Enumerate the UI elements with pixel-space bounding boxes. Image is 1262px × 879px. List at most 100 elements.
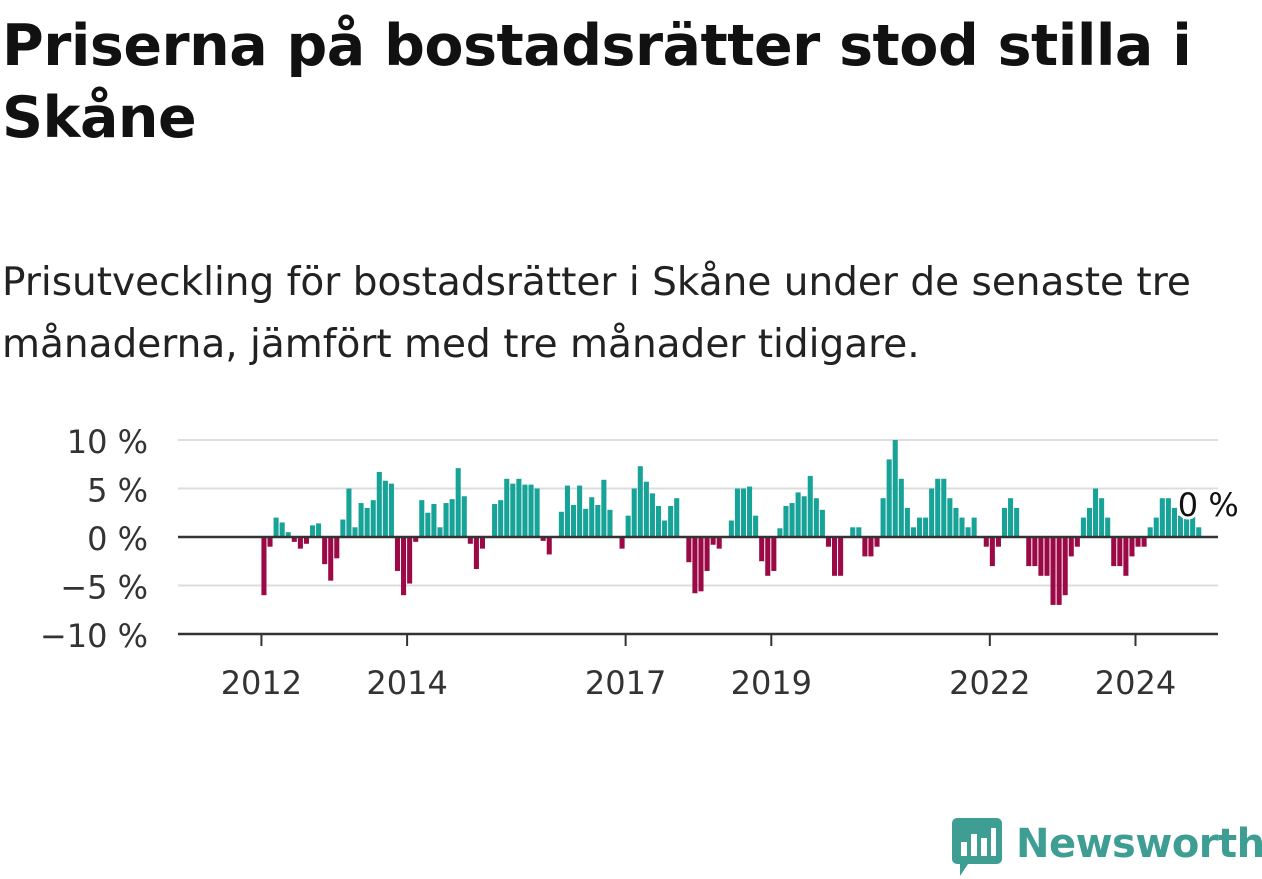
bar — [1050, 537, 1056, 605]
bar — [303, 537, 309, 544]
bar — [674, 498, 680, 537]
bar — [322, 537, 328, 565]
bar — [1014, 507, 1020, 537]
bar — [868, 537, 874, 557]
bar — [916, 517, 923, 537]
bar — [401, 537, 407, 596]
bar — [570, 504, 577, 537]
bar — [801, 496, 807, 537]
bar — [431, 504, 437, 537]
bar — [838, 537, 844, 576]
bar — [904, 507, 910, 537]
bar — [989, 537, 995, 567]
bar — [595, 504, 601, 537]
bar — [425, 512, 431, 537]
bar — [558, 511, 564, 537]
bar — [510, 483, 516, 537]
bar — [813, 498, 819, 537]
bar — [376, 472, 382, 537]
bar — [1159, 498, 1165, 537]
bar — [1074, 537, 1080, 547]
bar — [285, 532, 291, 537]
bar — [892, 440, 898, 537]
x-tick-label: 2017 — [585, 664, 666, 702]
grid-lines — [178, 439, 1218, 587]
bar — [740, 488, 747, 537]
bar — [777, 528, 783, 537]
chart-subtitle: Prisutveckling för bostadsrätter i Skåne… — [2, 260, 1191, 367]
bar — [795, 492, 801, 537]
bar — [607, 509, 613, 537]
bar — [1135, 537, 1141, 547]
bar — [528, 484, 534, 537]
bar — [382, 480, 388, 537]
bar — [504, 478, 510, 537]
bar — [710, 537, 716, 545]
bar — [455, 468, 461, 537]
bar — [601, 479, 607, 537]
bar — [856, 527, 862, 537]
bar — [1056, 537, 1062, 605]
bar — [498, 500, 504, 537]
bar — [1171, 507, 1177, 537]
bar — [819, 509, 825, 537]
bar — [1026, 537, 1032, 567]
bar — [923, 517, 929, 537]
annotations: 0 % — [1175, 483, 1242, 527]
bar — [291, 537, 297, 542]
bar — [316, 523, 322, 537]
bar — [765, 537, 771, 576]
bar — [443, 503, 449, 537]
bar — [328, 537, 334, 581]
bars — [261, 440, 1202, 605]
bar — [929, 488, 935, 537]
bar — [995, 537, 1001, 547]
bar — [898, 478, 904, 537]
bar — [771, 537, 777, 571]
bar — [583, 508, 589, 537]
bar — [637, 466, 643, 537]
bar — [492, 504, 498, 537]
bar — [1044, 537, 1050, 576]
bar — [346, 488, 352, 537]
bar — [419, 500, 425, 537]
bar — [1105, 517, 1111, 537]
bar — [394, 537, 401, 571]
bar — [747, 486, 753, 537]
bar — [334, 537, 340, 559]
bar — [692, 537, 698, 594]
y-axis-ticks: 10 % 5 % 0 % −5 % −10 % — [40, 423, 148, 655]
bar — [1177, 515, 1184, 537]
x-tick-label: 2012 — [221, 664, 302, 702]
bar — [522, 484, 528, 537]
bar — [534, 488, 540, 537]
bar — [1165, 498, 1171, 537]
bar — [662, 520, 668, 537]
bar — [1111, 537, 1117, 567]
bar — [1129, 537, 1135, 557]
bar — [279, 522, 285, 537]
y-tick-label: −5 % — [60, 569, 148, 607]
bar — [789, 503, 795, 537]
axes — [178, 535, 1218, 636]
bar — [340, 519, 346, 537]
bar — [1038, 537, 1044, 576]
bar — [413, 537, 419, 542]
x-tick-label: 2019 — [731, 664, 812, 702]
bar — [437, 527, 443, 537]
bar — [704, 537, 710, 571]
bar — [364, 507, 370, 537]
bar — [850, 527, 856, 537]
bar — [825, 537, 831, 547]
x-tick-label: 2022 — [949, 664, 1030, 702]
bar — [832, 537, 838, 576]
brand-name: Newsworthy — [1016, 821, 1262, 867]
bar — [352, 527, 358, 537]
bar — [698, 537, 704, 592]
bar — [370, 500, 376, 537]
bar — [886, 459, 892, 537]
bar — [625, 515, 631, 537]
bar — [862, 537, 868, 557]
y-tick-label: 5 % — [87, 472, 148, 510]
newsworthy-logo-icon — [952, 818, 1002, 876]
